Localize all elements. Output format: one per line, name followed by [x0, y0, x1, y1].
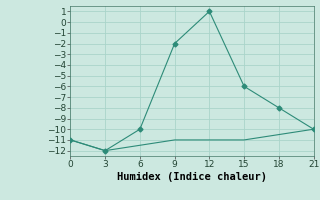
X-axis label: Humidex (Indice chaleur): Humidex (Indice chaleur) — [117, 172, 267, 182]
